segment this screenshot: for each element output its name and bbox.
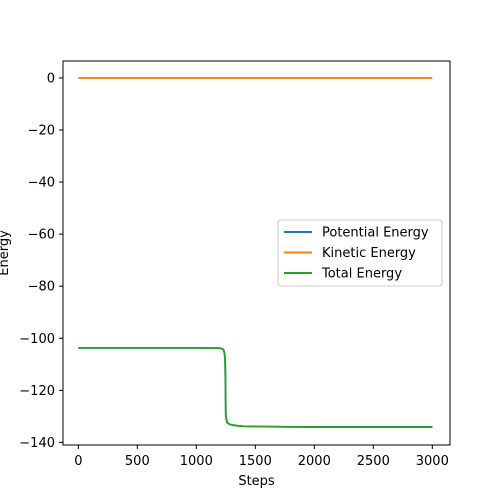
- y-tick-label: −60: [28, 228, 55, 243]
- x-axis-label: Steps: [238, 474, 275, 489]
- x-tick-label: 1500: [239, 454, 272, 469]
- y-tick-label: −40: [28, 176, 55, 191]
- x-tick-label: 2500: [357, 454, 390, 469]
- y-tick-label: −140: [19, 436, 55, 451]
- y-tick-label: −80: [28, 280, 55, 295]
- series-line-total-energy: [78, 346, 433, 428]
- ticks-layer: 0 500 1000 1500 2000 2500 3000 0 −20 −40 −60 −80 −10…: [19, 71, 449, 469]
- axes-frame: [62, 60, 451, 446]
- legend-label: Potential Energy: [322, 226, 429, 241]
- legend-label: Total Energy: [321, 267, 402, 282]
- x-tick-label: 0: [74, 454, 82, 469]
- y-axis-label: Energy: [0, 230, 12, 276]
- legend-box: [277, 219, 443, 287]
- y-tick-label: −100: [19, 332, 55, 347]
- y-tick-label: 0: [47, 71, 55, 86]
- y-tick-label: −120: [19, 384, 55, 399]
- x-tick-label: 2000: [298, 454, 331, 469]
- x-tick-label: 3000: [416, 454, 449, 469]
- series-layer: [78, 77, 433, 428]
- x-tick-label: 500: [125, 454, 150, 469]
- series-line-potential-energy: [78, 346, 433, 428]
- y-tick-label: −20: [28, 123, 55, 138]
- legend-label: Kinetic Energy: [322, 246, 416, 261]
- x-tick-label: 1000: [180, 454, 213, 469]
- legend: Potential Energy Kinetic Energy Total Ener…: [277, 219, 443, 287]
